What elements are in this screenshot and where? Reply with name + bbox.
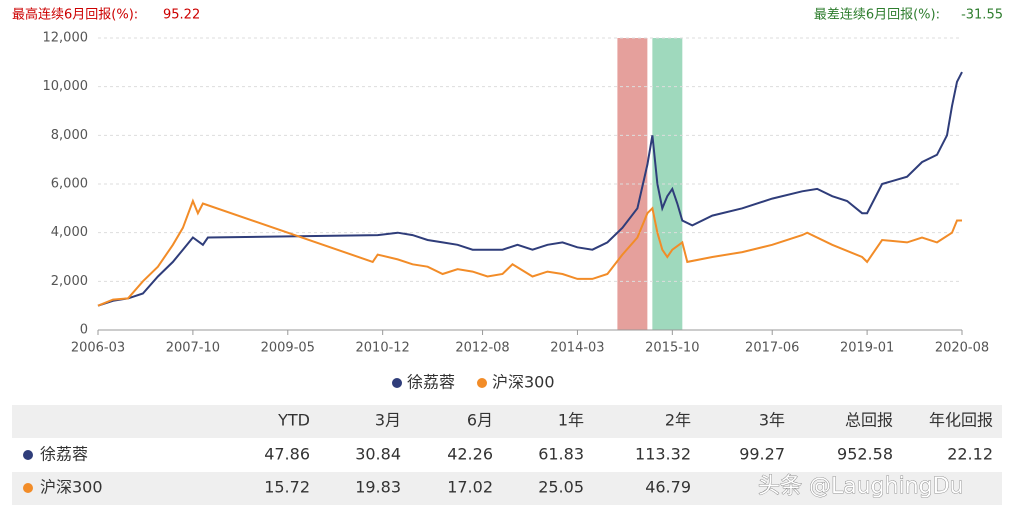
table-header-bg bbox=[12, 405, 1002, 438]
y-tick-label: 6,000 bbox=[51, 177, 88, 192]
legend-marker bbox=[392, 378, 402, 388]
table-header: 年化回报 bbox=[929, 411, 993, 430]
y-tick-label: 2,000 bbox=[51, 274, 88, 289]
series-line bbox=[97, 71, 963, 307]
legend-marker bbox=[477, 378, 487, 388]
y-tick-label: 8,000 bbox=[51, 128, 88, 143]
table-cell: 952.58 bbox=[837, 445, 893, 464]
row-marker bbox=[23, 450, 33, 460]
table-cell: 61.83 bbox=[538, 445, 584, 464]
table-header: YTD bbox=[277, 411, 310, 430]
x-tick-label: 2017-06 bbox=[745, 341, 799, 356]
x-tick-label: 2015-10 bbox=[645, 341, 699, 356]
x-tick-label: 2020-08 bbox=[935, 341, 989, 356]
table-header: 3年 bbox=[759, 411, 785, 430]
table-cell: 113.32 bbox=[635, 445, 691, 464]
table-header: 3月 bbox=[375, 411, 401, 430]
x-tick-label: 2007-10 bbox=[166, 341, 220, 356]
table-header: 1年 bbox=[558, 411, 584, 430]
table-row-bg bbox=[12, 472, 1002, 505]
row-marker bbox=[23, 483, 33, 493]
table-header: 6月 bbox=[467, 411, 493, 430]
best-label: 最高连续6月回报(%): bbox=[12, 7, 138, 23]
table-cell: 30.84 bbox=[355, 445, 401, 464]
table-cell: 46.79 bbox=[645, 478, 691, 497]
table-cell: 15.72 bbox=[264, 478, 310, 497]
table-header: 2年 bbox=[665, 411, 691, 430]
row-name: 徐荔蓉 bbox=[40, 445, 88, 464]
x-tick-label: 2012-08 bbox=[455, 341, 509, 356]
table-cell: 42.26 bbox=[447, 445, 493, 464]
series-line bbox=[97, 198, 962, 307]
row-name: 沪深300 bbox=[40, 478, 103, 497]
table-cell: 22.12 bbox=[947, 445, 993, 464]
x-tick-label: 2014-03 bbox=[550, 341, 604, 356]
table-cell: 99.27 bbox=[739, 445, 785, 464]
watermark: 头条 @LaughingDu bbox=[758, 474, 964, 499]
y-tick-label: 12,000 bbox=[43, 31, 89, 46]
y-tick-label: 4,000 bbox=[51, 225, 88, 240]
x-tick-label: 2019-01 bbox=[840, 341, 894, 356]
legend-label: 沪深300 bbox=[492, 373, 555, 392]
legend-label: 徐荔蓉 bbox=[407, 373, 455, 392]
table-cell: 19.83 bbox=[355, 478, 401, 497]
table-cell: 47.86 bbox=[264, 445, 310, 464]
worst-value: -31.55 bbox=[961, 8, 1003, 23]
x-tick-label: 2010-12 bbox=[356, 341, 410, 356]
table-cell: 17.02 bbox=[447, 478, 493, 497]
table-cell: 25.05 bbox=[538, 478, 584, 497]
y-tick-label: 10,000 bbox=[43, 79, 89, 94]
y-tick-label: 0 bbox=[80, 323, 88, 338]
table-header: 总回报 bbox=[845, 411, 893, 430]
x-tick-label: 2009-05 bbox=[261, 341, 315, 356]
x-tick-label: 2006-03 bbox=[71, 341, 125, 356]
worst-label: 最差连续6月回报(%): bbox=[814, 7, 940, 23]
best-value: 95.22 bbox=[163, 8, 200, 23]
